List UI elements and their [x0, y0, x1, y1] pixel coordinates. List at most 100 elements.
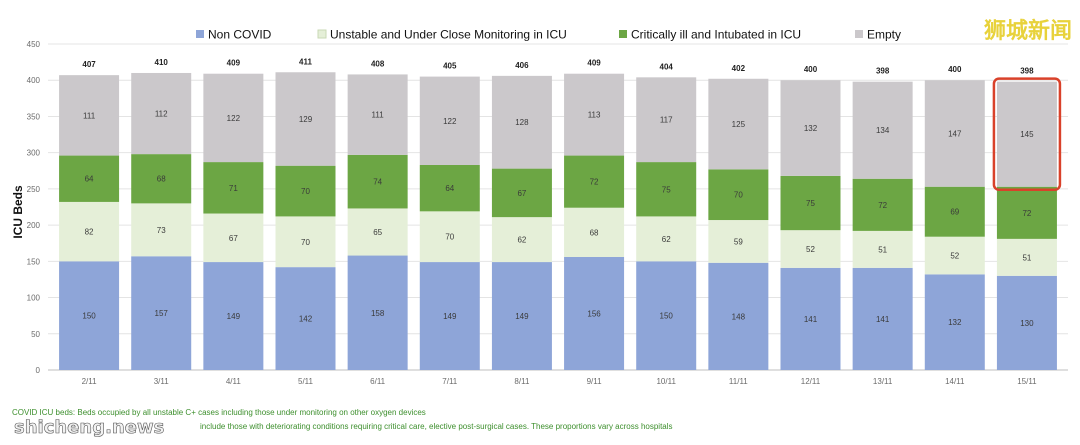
- data-label: 51: [878, 245, 887, 254]
- data-label: 59: [734, 237, 743, 246]
- x-tick-label: 4/11: [226, 377, 242, 386]
- data-label: 74: [373, 178, 382, 187]
- x-tick-label: 9/11: [587, 377, 603, 386]
- data-label: 132: [948, 318, 962, 327]
- data-label: 122: [227, 114, 241, 123]
- total-label: 398: [876, 67, 890, 76]
- total-label: 400: [804, 65, 818, 74]
- legend-entry: Non COVID: [208, 28, 272, 42]
- total-label: 407: [82, 60, 96, 69]
- bar-segment: [131, 256, 192, 370]
- bar-segment: [780, 80, 841, 176]
- bar-segment: [924, 274, 985, 370]
- data-label: 69: [950, 208, 959, 217]
- bar-segment: [59, 261, 120, 370]
- bar-segment: [275, 72, 336, 166]
- x-tick-label: 13/11: [873, 377, 893, 386]
- watermark-bottom-left: shicheng.news: [14, 417, 164, 438]
- total-label: 406: [515, 61, 529, 70]
- legend-entry: Unstable and Under Close Monitoring in I…: [330, 28, 567, 42]
- legend-swatch: [855, 30, 863, 38]
- x-tick-label: 12/11: [801, 377, 821, 386]
- y-axis-ticks: 0 50 100 150 200 250 300 350 400 450: [27, 40, 41, 375]
- bar-segment: [131, 72, 192, 155]
- bar-segment: [491, 262, 552, 370]
- data-label: 128: [515, 118, 529, 127]
- bar-segment: [996, 238, 1057, 276]
- watermark-top-right: 狮城新闻: [984, 18, 1072, 44]
- bar-segment: [924, 186, 985, 237]
- bar-segment: [564, 155, 625, 208]
- bar-segment: [131, 154, 192, 204]
- data-label: 73: [157, 226, 166, 235]
- y-tick-label: 300: [27, 149, 41, 158]
- data-label: 51: [1022, 253, 1031, 262]
- y-tick-label: 450: [27, 40, 41, 49]
- data-label: 68: [590, 228, 599, 237]
- bar-segment: [996, 186, 1057, 239]
- x-tick-label: 14/11: [945, 377, 965, 386]
- legend-entry: Critically ill and Intubated in ICU: [631, 28, 801, 42]
- data-label: 134: [876, 126, 890, 135]
- data-label: 70: [301, 187, 310, 196]
- bar-segment: [347, 208, 408, 256]
- data-label: 75: [806, 199, 815, 208]
- data-label: 82: [85, 228, 94, 237]
- bar-segment: [996, 275, 1057, 370]
- legend-swatch: [317, 29, 327, 39]
- total-label: 404: [660, 62, 674, 71]
- footnote-1: COVID ICU beds: Beds occupied by all uns…: [12, 408, 426, 417]
- data-label: 68: [157, 175, 166, 184]
- y-tick-label: 100: [27, 294, 41, 303]
- bar-segment: [780, 267, 841, 370]
- bar-segment: [419, 262, 480, 370]
- bar-segment: [203, 262, 264, 370]
- bar-segment: [491, 168, 552, 218]
- bar-segment: [491, 75, 552, 169]
- y-tick-label: 400: [27, 76, 41, 85]
- bar-segment: [203, 162, 264, 214]
- bar-segment: [419, 164, 480, 212]
- total-label: 402: [732, 64, 746, 73]
- bar-segment: [636, 216, 697, 262]
- data-label: 129: [299, 115, 313, 124]
- bar-segment: [780, 175, 841, 231]
- data-label: 156: [587, 309, 601, 318]
- x-tick-label: 7/11: [442, 377, 458, 386]
- data-label: 112: [155, 110, 168, 119]
- data-label: 70: [301, 238, 310, 247]
- bar-segment: [852, 230, 913, 268]
- data-label: 148: [732, 312, 746, 321]
- bar-segment: [924, 236, 985, 275]
- x-tick-label: 5/11: [298, 377, 314, 386]
- bar-segment: [636, 162, 697, 217]
- x-tick-label: 11/11: [729, 377, 748, 386]
- bar-segment: [564, 73, 625, 156]
- data-label: 72: [1022, 209, 1031, 218]
- legend-swatch: [619, 30, 627, 38]
- data-label: 157: [155, 309, 169, 318]
- y-tick-label: 150: [27, 257, 41, 266]
- total-label: 400: [948, 65, 962, 74]
- bar-segment: [275, 165, 336, 217]
- data-label: 64: [85, 175, 94, 184]
- data-label: 62: [517, 236, 526, 245]
- x-tick-label: 15/11: [1017, 377, 1037, 386]
- data-label: 125: [732, 120, 746, 129]
- data-label: 70: [445, 233, 454, 242]
- bar-segment: [852, 178, 913, 231]
- bar-segment: [347, 255, 408, 370]
- x-tick-label: 3/11: [154, 377, 170, 386]
- legend: Non COVID Unstable and Under Close Monito…: [196, 28, 901, 42]
- data-label: 149: [443, 312, 457, 321]
- data-label: 75: [662, 185, 671, 194]
- data-label: 52: [806, 245, 815, 254]
- bar-segment: [59, 75, 120, 156]
- data-label: 64: [445, 184, 454, 193]
- data-label: 141: [876, 315, 890, 324]
- total-label: 405: [443, 62, 457, 71]
- y-tick-label: 250: [27, 185, 41, 194]
- data-label: 141: [804, 315, 818, 324]
- x-axis-ticks: 2/11 3/11 4/11 5/11 6/11 7/11 8/11 9/11 10/11 11/…: [82, 377, 1038, 386]
